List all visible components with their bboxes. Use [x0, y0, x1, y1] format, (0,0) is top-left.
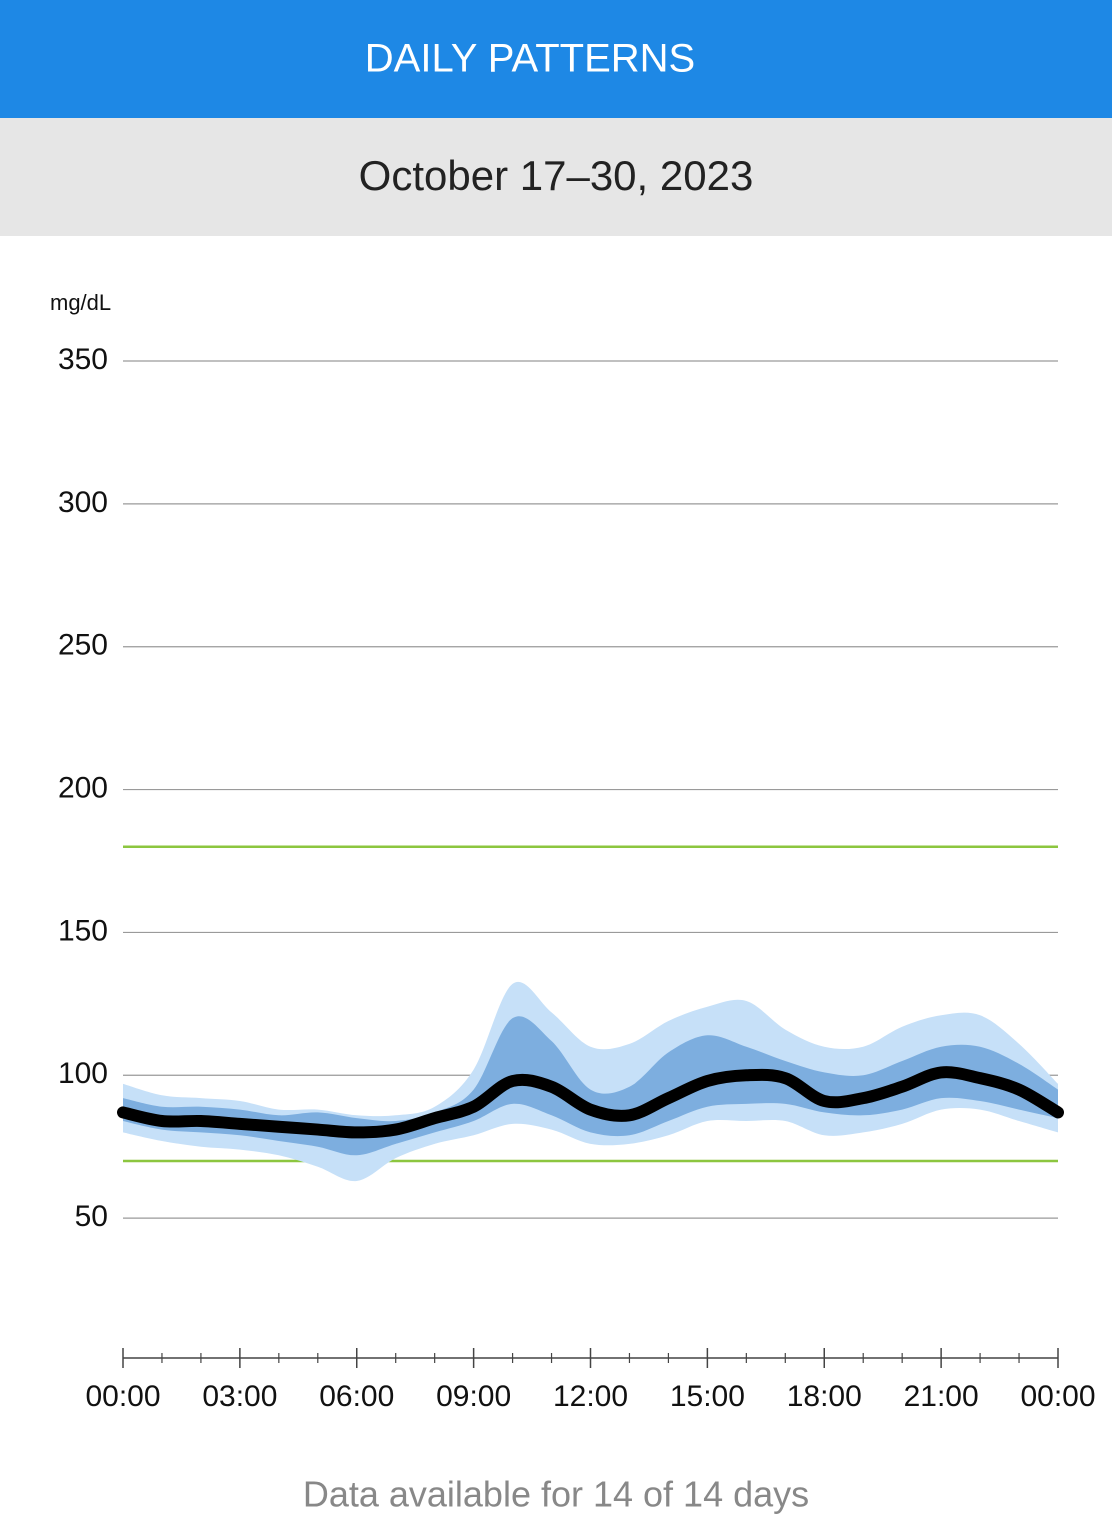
x-tick-label: 00:00 [85, 1380, 160, 1413]
y-tick-label: 100 [58, 1057, 108, 1090]
x-tick-label: 03:00 [202, 1380, 277, 1413]
y-tick-label: 250 [58, 629, 108, 662]
x-tick-label: 15:00 [670, 1380, 745, 1413]
date-range: October 17–30, 2023 [359, 152, 754, 199]
header-title: DAILY PATTERNS [365, 37, 695, 81]
y-tick-label: 350 [58, 343, 108, 376]
y-tick-label: 150 [58, 914, 108, 947]
x-tick-label: 12:00 [553, 1380, 628, 1413]
x-tick-label: 21:00 [904, 1380, 979, 1413]
y-tick-label: 200 [58, 771, 108, 804]
footer: Data available for 14 of 14 days [303, 1474, 809, 1515]
x-tick-label: 09:00 [436, 1380, 511, 1413]
x-tick-label: 00:00 [1020, 1380, 1095, 1413]
y-tick-label: 50 [75, 1200, 108, 1233]
median-line [117, 1066, 1064, 1139]
header-bar [0, 0, 1112, 118]
x-tick-label: 06:00 [319, 1380, 394, 1413]
y-tick-label: 300 [58, 486, 108, 519]
date-bar [0, 118, 1112, 236]
y-axis-label: mg/dL [50, 290, 111, 315]
percentile-band [123, 1016, 1058, 1156]
x-tick-label: 18:00 [787, 1380, 862, 1413]
